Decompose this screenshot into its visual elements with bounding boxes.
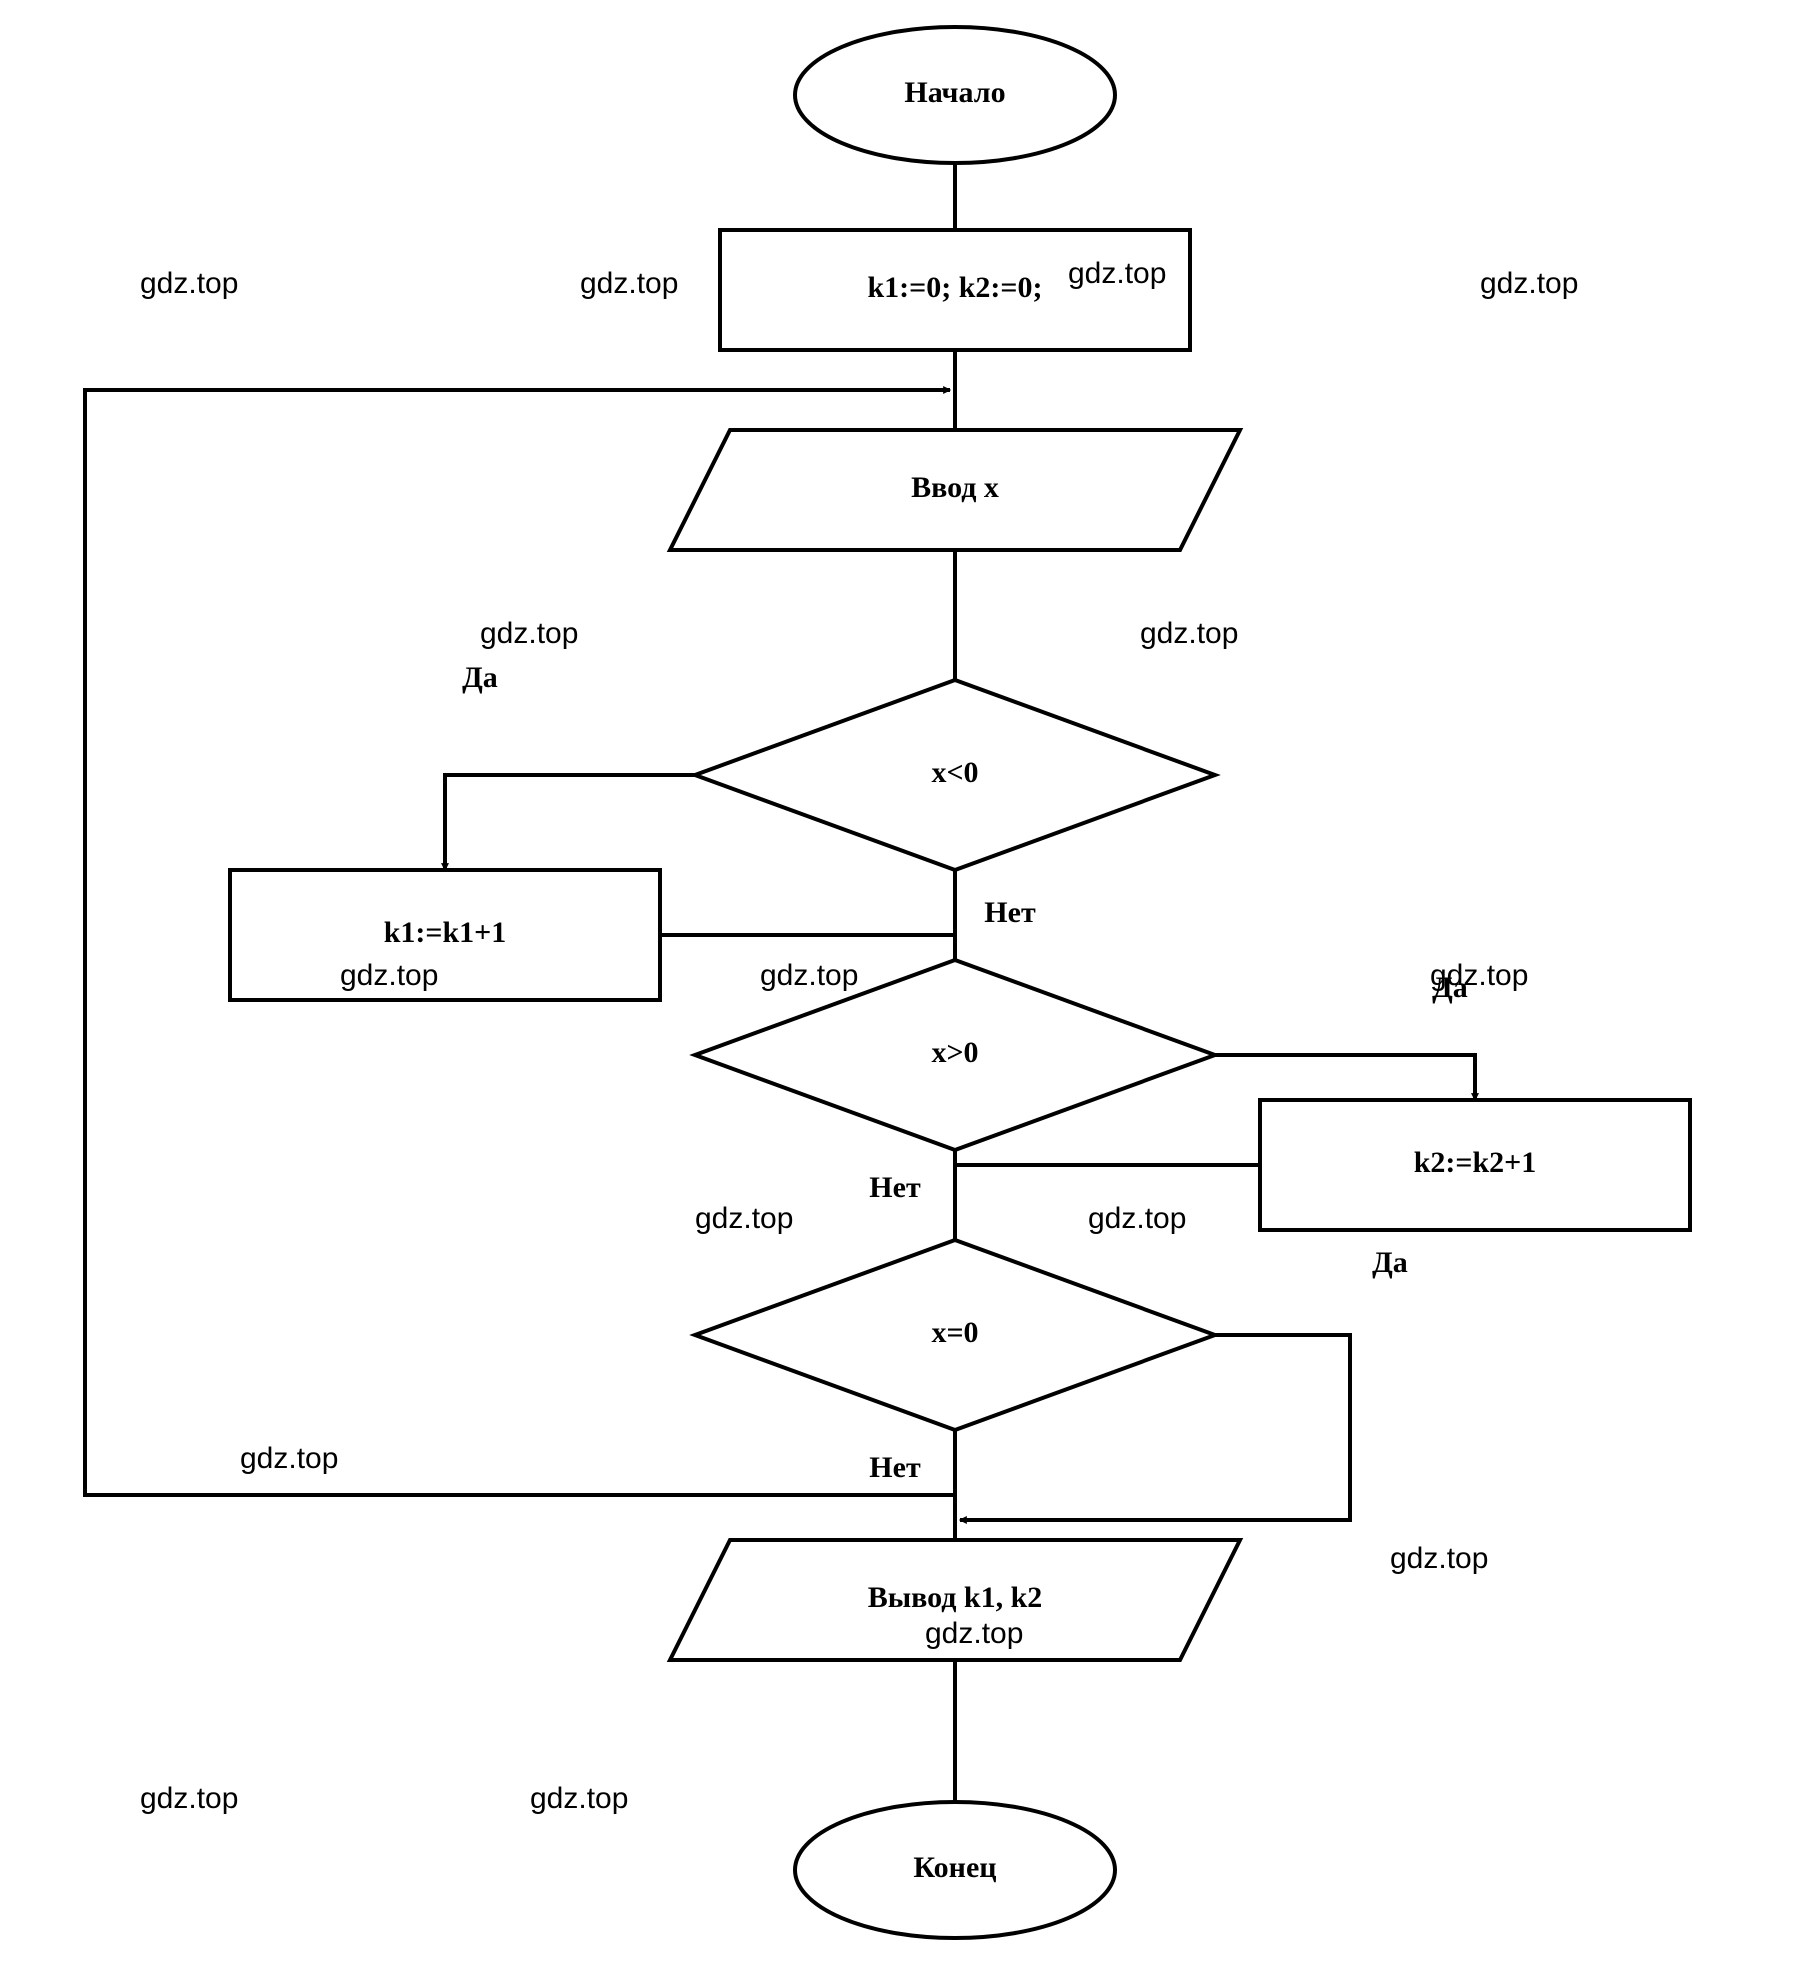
watermark: gdz.top [340, 959, 438, 992]
dec1-label: x<0 [931, 756, 978, 789]
dec2-label: x>0 [931, 1036, 978, 1069]
end-label: Конец [913, 1851, 996, 1884]
edge [445, 775, 695, 870]
watermark: gdz.top [580, 267, 678, 300]
watermark: gdz.top [1480, 267, 1578, 300]
watermark: gdz.top [760, 959, 858, 992]
output-label: Вывод k1, k2 [868, 1581, 1043, 1614]
edge-label-dec1_no: Нет [984, 896, 1036, 929]
edge-label-dec3_yes: Да [1372, 1246, 1408, 1279]
proc2-label: k2:=k2+1 [1414, 1146, 1537, 1179]
edge-label-dec2_no: Нет [869, 1171, 921, 1204]
proc1-label: k1:=k1+1 [384, 916, 507, 949]
watermark: gdz.top [1088, 1202, 1186, 1235]
watermark: gdz.top [530, 1782, 628, 1815]
watermark: gdz.top [925, 1617, 1023, 1650]
watermark: gdz.top [240, 1442, 338, 1475]
init-label: k1:=0; k2:=0; [867, 271, 1042, 304]
watermark: gdz.top [1068, 257, 1166, 290]
watermark: gdz.top [1140, 617, 1238, 650]
watermark: gdz.top [695, 1202, 793, 1235]
edge-label-dec1_yes: Да [462, 661, 498, 694]
start-label: Начало [904, 76, 1005, 109]
input-label: Ввод x [911, 471, 999, 504]
watermark: gdz.top [140, 1782, 238, 1815]
watermark: gdz.top [1430, 959, 1528, 992]
edge [1215, 1055, 1475, 1100]
edge-label-dec3_no: Нет [869, 1451, 921, 1484]
flowchart-diagram: Начало k1:=0; k2:=0; Ввод x x<0 k1:=k1+1 x>0 k… [0, 0, 1806, 1972]
watermark: gdz.top [1390, 1542, 1488, 1575]
dec3-label: x=0 [931, 1316, 978, 1349]
watermark: gdz.top [480, 617, 578, 650]
watermark: gdz.top [140, 267, 238, 300]
